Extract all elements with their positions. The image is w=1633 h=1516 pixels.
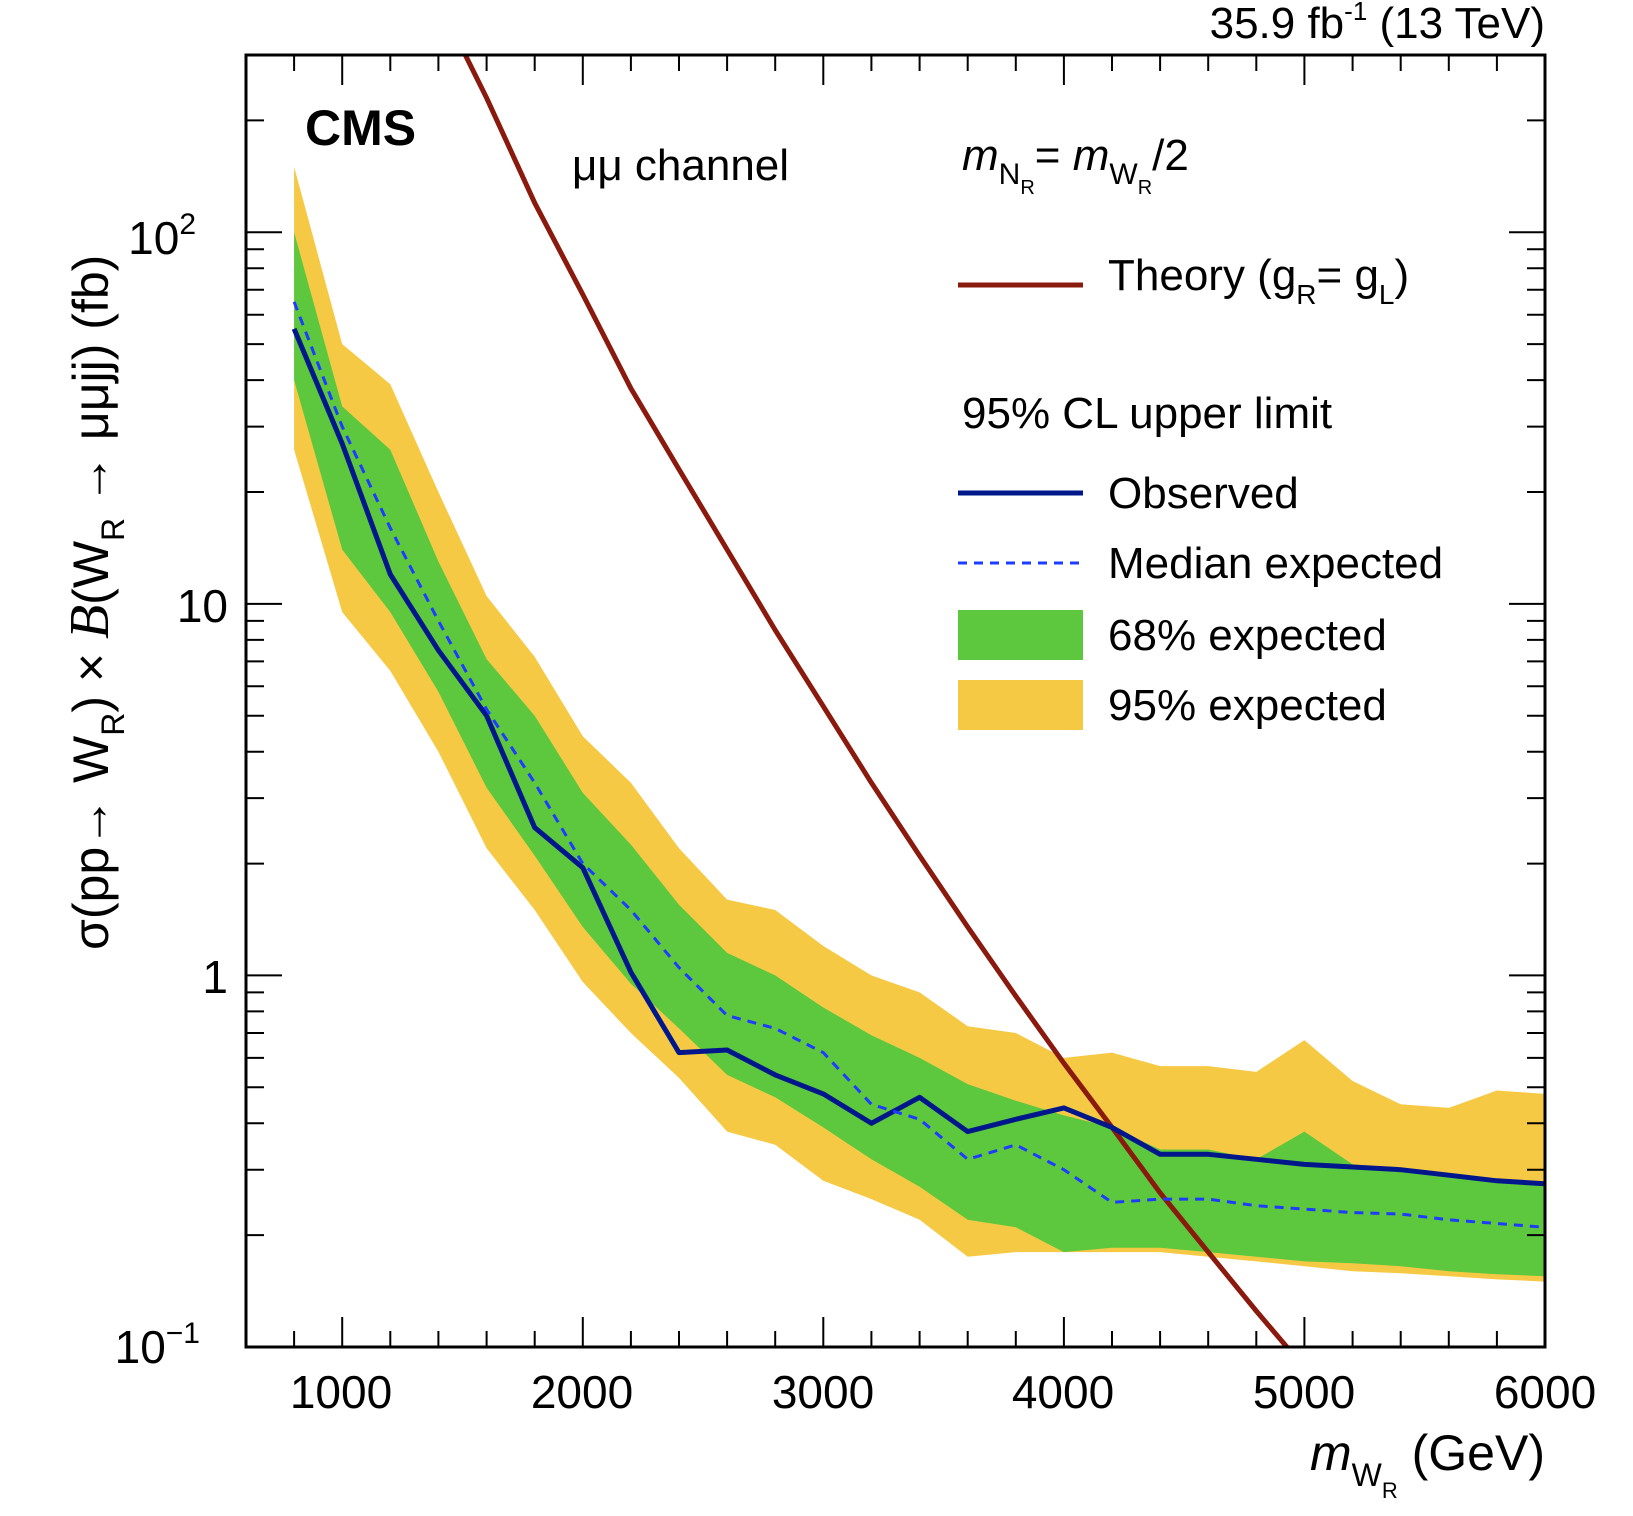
x-tick-4000: 4000: [1012, 1366, 1114, 1418]
cms-label: CMS: [305, 100, 416, 156]
legend-header: 95% CL upper limit: [962, 389, 1332, 438]
y-tick-100: 102: [128, 208, 196, 264]
x-tick-6000: 6000: [1494, 1366, 1596, 1418]
y-tick-0.1: 10−1: [115, 1317, 200, 1373]
x-axis-title: mWR (GeV): [1310, 1425, 1545, 1503]
legend-68-label: 68% expected: [1108, 611, 1387, 660]
legend-median-label: Median expected: [1108, 539, 1443, 588]
x-tick-labels: 1000 2000 3000 4000 5000 6000: [290, 1366, 1596, 1418]
y-tick-10: 10: [177, 580, 228, 632]
mass-relation-label: mNR= mWR/2: [962, 131, 1189, 199]
luminosity-label: 35.9 fb-1 (13 TeV): [1210, 0, 1545, 48]
legend-theory-label: Theory (gR= gL): [1108, 251, 1409, 310]
legend-68-swatch: [958, 610, 1083, 660]
legend-observed-label: Observed: [1108, 469, 1299, 518]
x-tick-2000: 2000: [531, 1366, 633, 1418]
legend-95-swatch: [958, 680, 1083, 730]
x-tick-1000: 1000: [290, 1366, 392, 1418]
y-axis-title: σ(pp→ WR) × B(WR → μμjj) (fb): [59, 255, 131, 950]
x-tick-3000: 3000: [772, 1366, 874, 1418]
x-tick-5000: 5000: [1253, 1366, 1355, 1418]
legend-95-label: 95% expected: [1108, 681, 1387, 730]
y-tick-1: 1: [202, 951, 228, 1003]
legend: Theory (gR= gL) 95% CL upper limit Obser…: [958, 251, 1443, 730]
channel-label: μμ channel: [572, 141, 789, 190]
y-tick-labels: 10−1 1 10 102: [115, 208, 228, 1373]
